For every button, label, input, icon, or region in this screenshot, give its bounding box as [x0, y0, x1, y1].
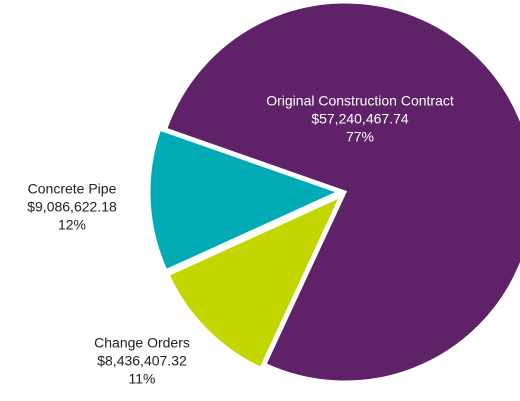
pie-slice	[163, 0, 520, 384]
slice-value-label: $57,240,467.74	[311, 111, 409, 127]
slice-label: Concrete Pipe	[28, 181, 117, 197]
slice-value-label: $8,436,407.32	[97, 353, 187, 369]
slice-value-label: $9,086,622.18	[27, 199, 117, 215]
slice-label: Original Construction Contract	[266, 93, 454, 109]
pie-slice	[147, 127, 344, 273]
slice-label: Change Orders	[94, 335, 190, 351]
slice-percent-label: 77%	[346, 129, 374, 145]
slice-percent-label: 12%	[58, 217, 86, 233]
slice-percent-label: 11%	[129, 371, 156, 387]
pie-slice	[166, 192, 345, 371]
